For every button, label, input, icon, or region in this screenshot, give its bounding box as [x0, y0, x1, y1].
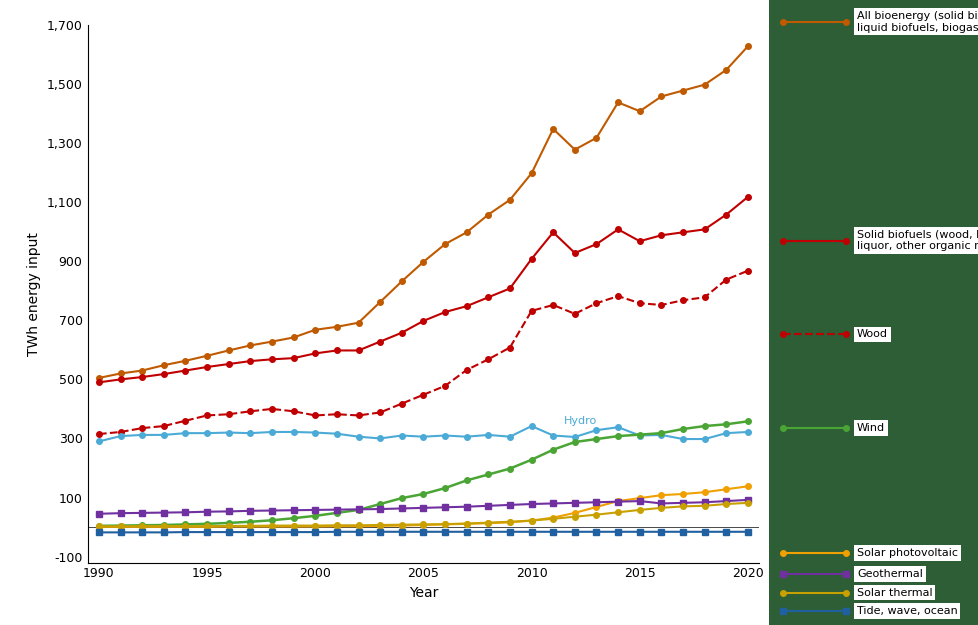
Text: Tide, wave, ocean: Tide, wave, ocean: [856, 606, 956, 616]
Text: Solar photovoltaic: Solar photovoltaic: [856, 548, 956, 558]
Y-axis label: TWh energy input: TWh energy input: [27, 232, 41, 356]
Text: Geothermal: Geothermal: [856, 569, 922, 579]
Text: Solar thermal: Solar thermal: [856, 588, 932, 598]
Text: Hydro: Hydro: [563, 416, 597, 426]
Text: Solid biofuels (wood, black
liquor, other organic material): Solid biofuels (wood, black liquor, othe…: [856, 230, 978, 251]
Text: Wood: Wood: [856, 329, 887, 339]
X-axis label: Year: Year: [408, 586, 438, 600]
Text: Wind: Wind: [856, 423, 884, 433]
Text: All bioenergy (solid biofuels,
liquid biofuels, biogases): All bioenergy (solid biofuels, liquid bi…: [856, 11, 978, 32]
